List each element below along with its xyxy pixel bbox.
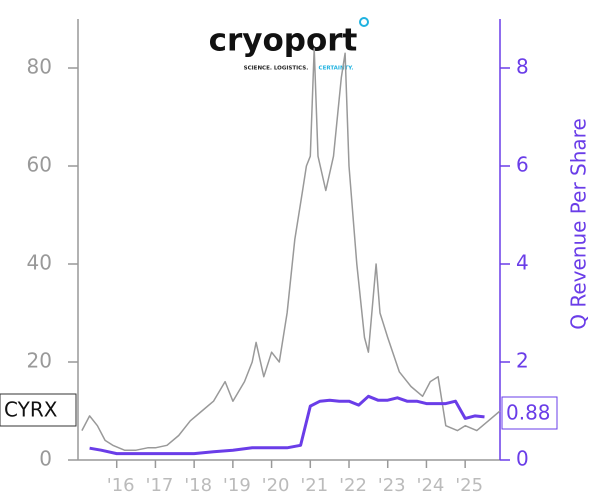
y2-tick-label: 6 bbox=[516, 153, 529, 177]
x-tick-label: '16 bbox=[107, 475, 135, 496]
ticker-label: CYRX bbox=[4, 398, 58, 422]
x-tick-label: '17 bbox=[146, 475, 174, 496]
ticker-box bbox=[0, 393, 77, 427]
y2-tick-label: 2 bbox=[516, 349, 529, 373]
logo-tagline-accent: CERTAINTY. bbox=[319, 66, 354, 72]
y2-tick-label: 8 bbox=[516, 55, 529, 79]
y2-axis-label: Q Revenue Per Share bbox=[567, 118, 591, 330]
y-tick-label: 0 bbox=[39, 447, 52, 471]
revenue-line bbox=[89, 394, 485, 456]
x-tick-label: '19 bbox=[223, 475, 251, 496]
last-value-box bbox=[501, 396, 558, 430]
y-tick-label: 20 bbox=[27, 349, 52, 373]
y2-tick-label: 4 bbox=[516, 251, 529, 275]
price-line bbox=[81, 47, 501, 451]
y2-tick-label: 0 bbox=[516, 447, 529, 471]
y-tick-label: 80 bbox=[27, 55, 52, 79]
logo-tagline: SCIENCE. LOGISTICS. bbox=[244, 66, 309, 72]
x-tick-label: '18 bbox=[184, 475, 212, 496]
x-tick-label: '23 bbox=[378, 475, 406, 496]
x-tick-label: '20 bbox=[262, 475, 290, 496]
logo-dot bbox=[359, 17, 369, 27]
last-value-label: 0.88 bbox=[506, 401, 551, 425]
x-tick-label: '22 bbox=[339, 475, 367, 496]
y-tick-label: 60 bbox=[27, 153, 52, 177]
logo: cryoport bbox=[209, 23, 358, 59]
x-tick-label: '21 bbox=[300, 475, 328, 496]
x-tick-label: '24 bbox=[417, 475, 445, 496]
x-tick-label: '25 bbox=[455, 475, 483, 496]
y-tick-label: 40 bbox=[27, 251, 52, 275]
